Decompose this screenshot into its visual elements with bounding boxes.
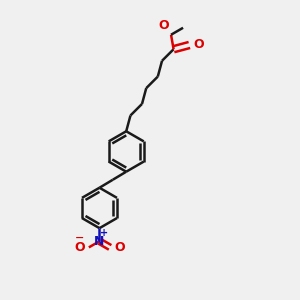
Text: N: N [94, 235, 105, 248]
Text: O: O [74, 241, 85, 254]
Text: O: O [114, 241, 125, 254]
Text: O: O [193, 38, 204, 52]
Text: −: − [75, 233, 85, 243]
Text: +: + [100, 228, 108, 238]
Text: O: O [158, 20, 169, 32]
